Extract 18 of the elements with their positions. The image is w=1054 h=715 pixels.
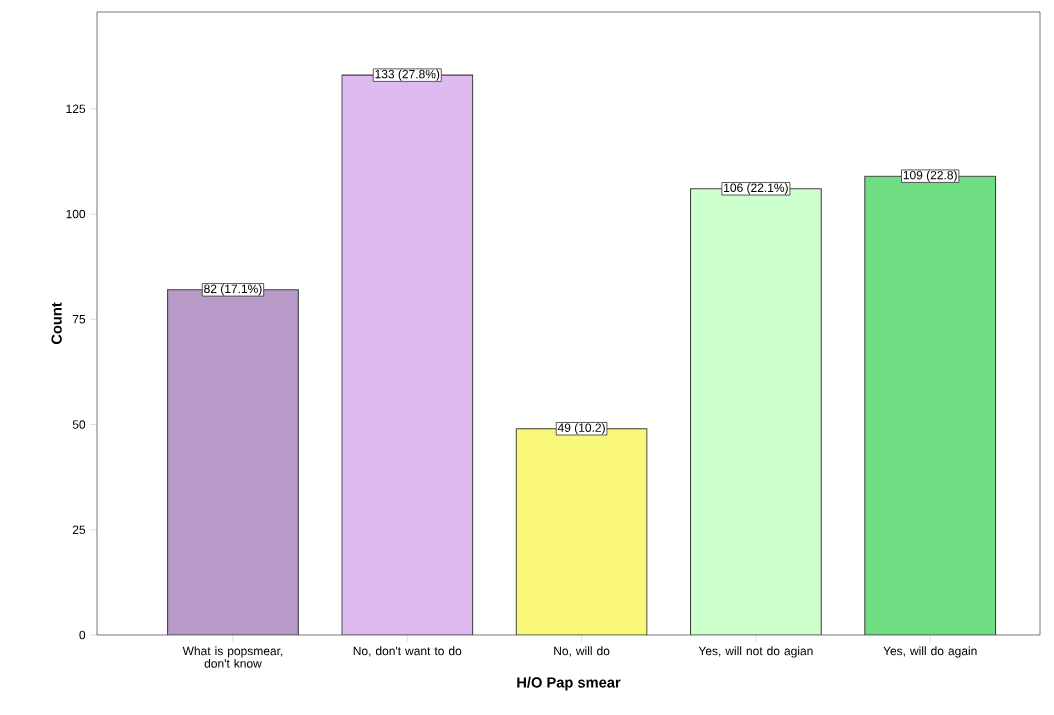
x-axis-title: H/O Pap smear [517, 676, 621, 691]
x-tick-label: Yes, will not do agian [698, 646, 813, 658]
y-tick-label: 0 [79, 630, 86, 640]
y-tick-label: 125 [66, 104, 86, 114]
data-label: 82 (17.1%) [204, 284, 262, 296]
x-tick-label: No, don't want to do [353, 646, 462, 657]
y-tick-label: 50 [72, 420, 86, 429]
x-tick-label: No, will do [554, 646, 610, 657]
data-label: 133 (27.8%) [375, 69, 440, 81]
data-label: 109 (22.8) [903, 170, 957, 182]
y-tick-label: 25 [72, 525, 86, 535]
y-tick-label: 100 [66, 209, 86, 219]
data-label: 106 (22.1%) [724, 183, 788, 195]
y-axis-title: Count [51, 302, 62, 345]
x-tick-label: Yes, will do again [883, 646, 977, 658]
data-label: 49 (10.2) [557, 423, 605, 435]
x-tick-label: What is popsmear, don't know [182, 646, 283, 668]
y-tick-label: 75 [72, 315, 86, 324]
